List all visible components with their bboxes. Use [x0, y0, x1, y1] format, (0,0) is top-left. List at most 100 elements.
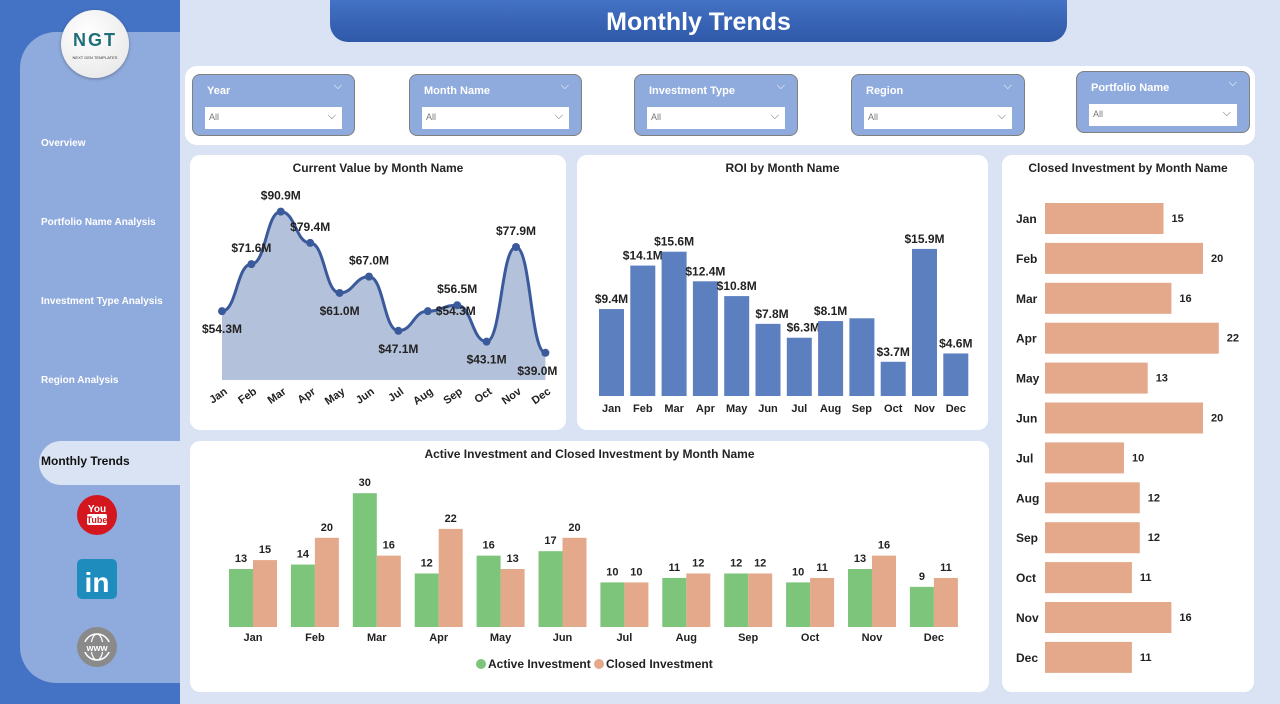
month-name-dropdown[interactable]: All ⌵ — [422, 107, 569, 129]
portfolio-name-slicer[interactable]: Portfolio Name ⌵ All ⌵ — [1076, 71, 1250, 133]
data-label: 12 — [754, 557, 766, 569]
slicer-label: Region — [866, 85, 904, 97]
data-label: 11 — [668, 562, 680, 574]
legend-item: Active Investment — [488, 657, 591, 671]
data-label: $8.1M — [814, 304, 847, 318]
x-tick-label: Jul — [616, 632, 632, 644]
y-tick-label: Jan — [1016, 212, 1037, 226]
y-tick-label: Oct — [1016, 571, 1036, 585]
sidebar: NGT NEXT GEN TEMPLATES Overview Portfolio… — [0, 0, 189, 704]
closed-bar — [1045, 562, 1132, 594]
chevron-down-icon: ⌵ — [770, 110, 779, 122]
nav-portfolio-name-analysis[interactable]: Portfolio Name Analysis — [41, 217, 156, 228]
chevron-down-icon[interactable]: ⌵ — [1228, 77, 1237, 89]
data-label: 11 — [1140, 572, 1152, 584]
data-label: 13 — [235, 553, 247, 565]
data-label: 20 — [1211, 413, 1223, 425]
x-tick-label: Nov — [862, 632, 884, 644]
ngt-logo: NGT NEXT GEN TEMPLATES — [61, 10, 129, 78]
data-label: 12 — [1148, 492, 1160, 504]
svg-text:in: in — [85, 567, 110, 598]
y-tick-label: Jul — [1016, 451, 1033, 465]
data-label: 12 — [692, 557, 704, 569]
data-point — [394, 326, 403, 335]
data-point — [365, 272, 373, 281]
slicer-label: Month Name — [424, 85, 490, 97]
data-label: 11 — [1140, 652, 1152, 664]
x-tick-label: Mar — [664, 403, 684, 415]
data-label: 12 — [421, 557, 433, 569]
data-label: 16 — [1179, 293, 1191, 305]
closed-investment-bar — [562, 537, 587, 627]
portfolio-name-dropdown[interactable]: All ⌵ — [1089, 104, 1237, 126]
year-dropdown[interactable]: All ⌵ — [205, 107, 342, 129]
svg-text:Tube: Tube — [87, 515, 108, 525]
x-tick-label: Aug — [411, 386, 435, 408]
x-tick-label: Oct — [472, 385, 494, 406]
y-tick-label: Feb — [1016, 252, 1037, 266]
data-point — [482, 337, 491, 346]
page-title: Monthly Trends — [330, 0, 1067, 42]
chevron-down-icon: ⌵ — [327, 110, 336, 122]
slicer-label: Year — [207, 85, 231, 97]
slicer-value: All — [209, 112, 220, 122]
roi-bar — [786, 337, 812, 396]
region-slicer[interactable]: Region ⌵ All ⌵ — [851, 74, 1025, 136]
data-point — [512, 242, 520, 251]
month-name-slicer[interactable]: Month Name ⌵ All ⌵ — [409, 74, 582, 136]
region-dropdown[interactable]: All ⌵ — [864, 107, 1012, 129]
closed-bar — [1045, 641, 1132, 673]
data-label: $43.1M — [467, 353, 507, 367]
data-label: $6.3M — [787, 321, 820, 335]
closed-bar — [1045, 442, 1124, 474]
area-fill — [222, 211, 546, 380]
data-label: 10 — [606, 566, 618, 578]
nav-investment-type-analysis[interactable]: Investment Type Analysis — [41, 296, 163, 307]
globe-icon[interactable]: www — [77, 627, 117, 667]
x-tick-label: Mar — [266, 385, 289, 406]
closed-bar — [1045, 602, 1172, 633]
x-tick-label: Aug — [676, 632, 697, 644]
chevron-down-icon[interactable]: ⌵ — [776, 80, 785, 92]
data-label: 22 — [1227, 333, 1239, 345]
chevron-down-icon[interactable]: ⌵ — [1003, 80, 1012, 92]
data-label: 12 — [1148, 532, 1160, 544]
investment-type-slicer[interactable]: Investment Type ⌵ All ⌵ — [634, 74, 798, 136]
chevron-down-icon[interactable]: ⌵ — [560, 80, 569, 92]
closed-investment-card: Closed Investment by Month Name Jan 15 Feb… — [1002, 155, 1254, 692]
data-label: 20 — [321, 522, 333, 534]
x-tick-label: May — [490, 632, 512, 644]
data-label: 20 — [568, 522, 580, 534]
nav-overview[interactable]: Overview — [41, 138, 86, 149]
data-label: $9.4M — [595, 292, 628, 306]
x-tick-label: May — [323, 385, 348, 408]
data-label: $39.0M — [517, 364, 557, 378]
roi-bar — [630, 265, 656, 396]
active-investment-bar — [786, 582, 811, 627]
active-investment-bar — [600, 582, 625, 627]
x-tick-label: Jan — [244, 632, 263, 644]
data-label: $3.7M — [877, 345, 910, 359]
closed-investment-bar — [686, 573, 711, 627]
x-tick-label: Dec — [946, 403, 966, 415]
roi-chart: $9.4M Jan $14.1M Feb $15.6M Mar $12.4M Apr $10.8… — [595, 232, 973, 415]
closed-investment-chart: Jan 15 Feb 20 Mar 16 Apr 22 May 13 Jun 20 Jul 10 Aug 12… — [1016, 203, 1239, 673]
data-label: $14.1M — [623, 249, 663, 263]
roi-bar — [724, 296, 750, 396]
nav-region-analysis[interactable]: Region Analysis — [41, 375, 119, 386]
y-tick-label: Nov — [1016, 611, 1039, 625]
roi-bar — [943, 353, 969, 396]
data-label: 15 — [1172, 213, 1184, 225]
chevron-down-icon[interactable]: ⌵ — [333, 80, 342, 92]
y-tick-label: Dec — [1016, 651, 1038, 665]
linkedin-icon[interactable]: in — [77, 559, 117, 599]
data-label: 16 — [1179, 612, 1191, 624]
data-label: $90.9M — [261, 189, 301, 203]
investment-type-dropdown[interactable]: All ⌵ — [647, 107, 785, 129]
active-investment-bar — [229, 569, 253, 627]
closed-bar — [1045, 482, 1140, 514]
year-slicer[interactable]: Year ⌵ All ⌵ — [192, 74, 355, 136]
roi-bar — [692, 281, 718, 396]
nav-monthly-trends[interactable]: Monthly Trends — [39, 441, 189, 485]
